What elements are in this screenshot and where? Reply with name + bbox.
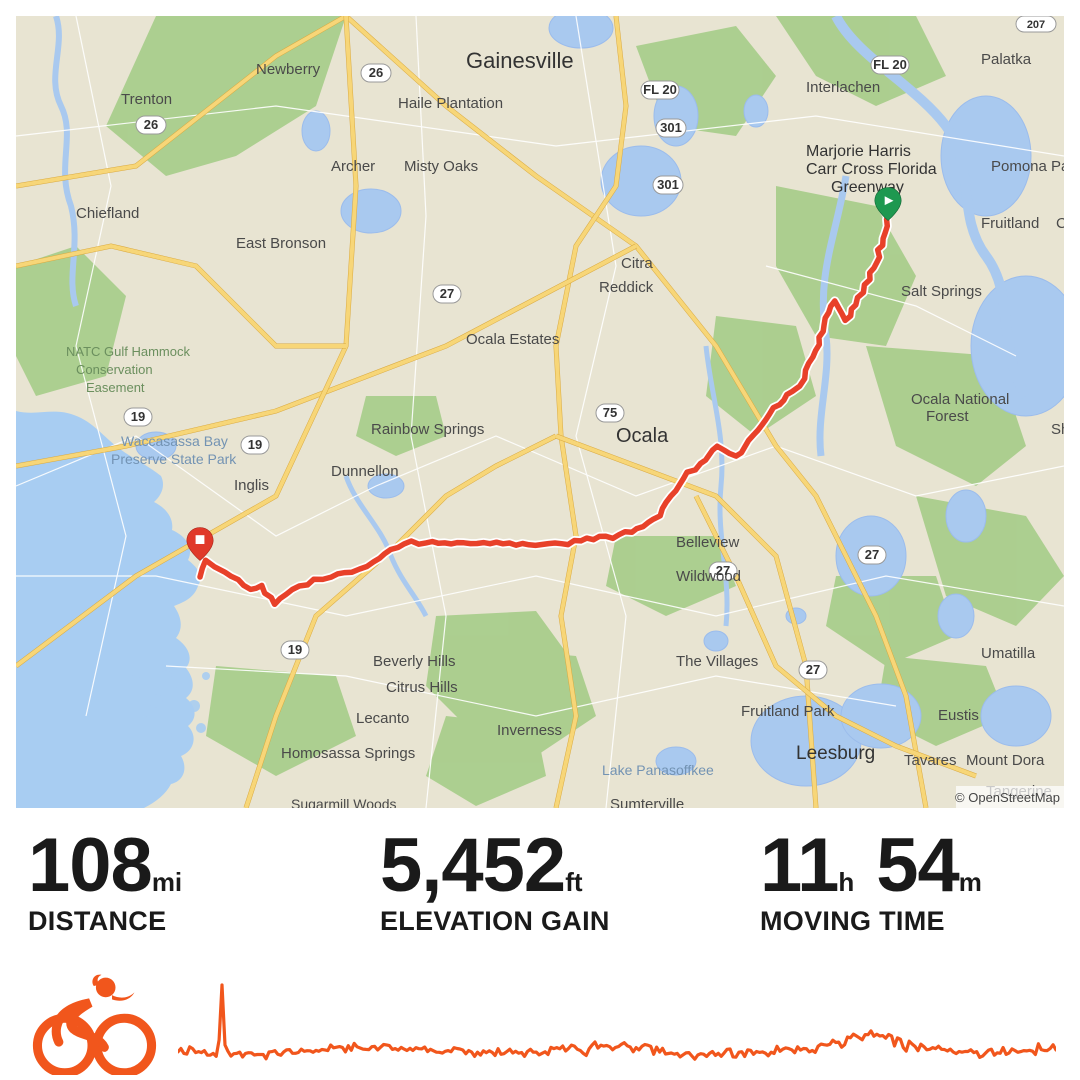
svg-text:Shell: Shell — [1051, 421, 1064, 438]
svg-text:26: 26 — [144, 117, 158, 132]
svg-text:Interlachen: Interlachen — [806, 79, 880, 96]
svg-text:Sugarmill Woods: Sugarmill Woods — [291, 796, 397, 808]
svg-text:Homosassa Springs: Homosassa Springs — [281, 745, 415, 762]
svg-text:Palatka: Palatka — [981, 51, 1032, 68]
svg-text:Trenton: Trenton — [121, 91, 172, 108]
svg-text:Conservation: Conservation — [76, 362, 153, 377]
svg-text:Waccasassa Bay: Waccasassa Bay — [121, 433, 228, 449]
svg-text:Rainbow Springs: Rainbow Springs — [371, 421, 484, 438]
svg-text:East Bronson: East Bronson — [236, 235, 326, 252]
svg-text:Haile Plantation: Haile Plantation — [398, 95, 503, 112]
svg-text:Citrus Hills: Citrus Hills — [386, 679, 458, 696]
svg-text:FL 20: FL 20 — [873, 57, 907, 72]
svg-text:Pomona Park: Pomona Park — [991, 158, 1064, 175]
svg-text:Chiefland: Chiefland — [76, 205, 139, 222]
svg-text:301: 301 — [657, 177, 679, 192]
svg-text:Inglis: Inglis — [234, 477, 269, 494]
svg-text:The Villages: The Villages — [676, 653, 758, 670]
svg-text:Belleview: Belleview — [676, 534, 740, 551]
svg-text:Sumterville: Sumterville — [610, 796, 684, 808]
svg-text:© OpenStreetMap: © OpenStreetMap — [955, 790, 1060, 805]
svg-text:26: 26 — [369, 65, 383, 80]
svg-text:Leesburg: Leesburg — [796, 743, 875, 764]
svg-text:Marjorie Harris: Marjorie Harris — [806, 143, 911, 160]
svg-text:Cross: Cross — [1056, 215, 1064, 232]
svg-text:Beverly Hills: Beverly Hills — [373, 653, 456, 670]
svg-text:Ocala National: Ocala National — [911, 391, 1009, 408]
svg-text:27: 27 — [440, 286, 454, 301]
svg-text:Archer: Archer — [331, 158, 375, 175]
svg-text:Salt Springs: Salt Springs — [901, 283, 982, 300]
svg-text:Wildwood: Wildwood — [676, 568, 741, 585]
svg-text:19: 19 — [288, 642, 302, 657]
svg-text:Lecanto: Lecanto — [356, 710, 409, 727]
svg-text:Ocala: Ocala — [616, 425, 669, 447]
svg-text:Reddick: Reddick — [599, 279, 654, 296]
svg-text:Newberry: Newberry — [256, 61, 321, 78]
svg-text:FL 20: FL 20 — [643, 82, 677, 97]
svg-text:Inverness: Inverness — [497, 722, 562, 739]
svg-text:Ocala Estates: Ocala Estates — [466, 331, 559, 348]
svg-text:Carr Cross Florida: Carr Cross Florida — [806, 161, 937, 178]
svg-text:Dunnellon: Dunnellon — [331, 463, 399, 480]
svg-text:Preserve State Park: Preserve State Park — [111, 451, 237, 467]
svg-text:Citra: Citra — [621, 255, 653, 272]
svg-text:75: 75 — [603, 405, 617, 420]
svg-text:Umatilla: Umatilla — [981, 645, 1036, 662]
svg-text:19: 19 — [131, 409, 145, 424]
svg-text:Fruitland Park: Fruitland Park — [741, 703, 835, 720]
svg-text:Gainesville: Gainesville — [466, 48, 574, 73]
svg-text:Fruitland: Fruitland — [981, 215, 1039, 232]
svg-text:301: 301 — [660, 120, 682, 135]
svg-text:Tavares: Tavares — [904, 752, 957, 769]
svg-text:Mount Dora: Mount Dora — [966, 752, 1045, 769]
svg-text:27: 27 — [806, 662, 820, 677]
svg-text:Misty Oaks: Misty Oaks — [404, 158, 478, 175]
svg-text:Lake Panasoffkee: Lake Panasoffkee — [602, 762, 714, 778]
svg-text:Easement: Easement — [86, 380, 145, 395]
svg-text:27: 27 — [865, 547, 879, 562]
svg-text:19: 19 — [248, 437, 262, 452]
svg-text:NATC Gulf Hammock: NATC Gulf Hammock — [66, 344, 190, 359]
svg-text:Eustis: Eustis — [938, 707, 979, 724]
svg-text:207: 207 — [1027, 19, 1045, 31]
svg-text:Forest: Forest — [926, 408, 969, 425]
